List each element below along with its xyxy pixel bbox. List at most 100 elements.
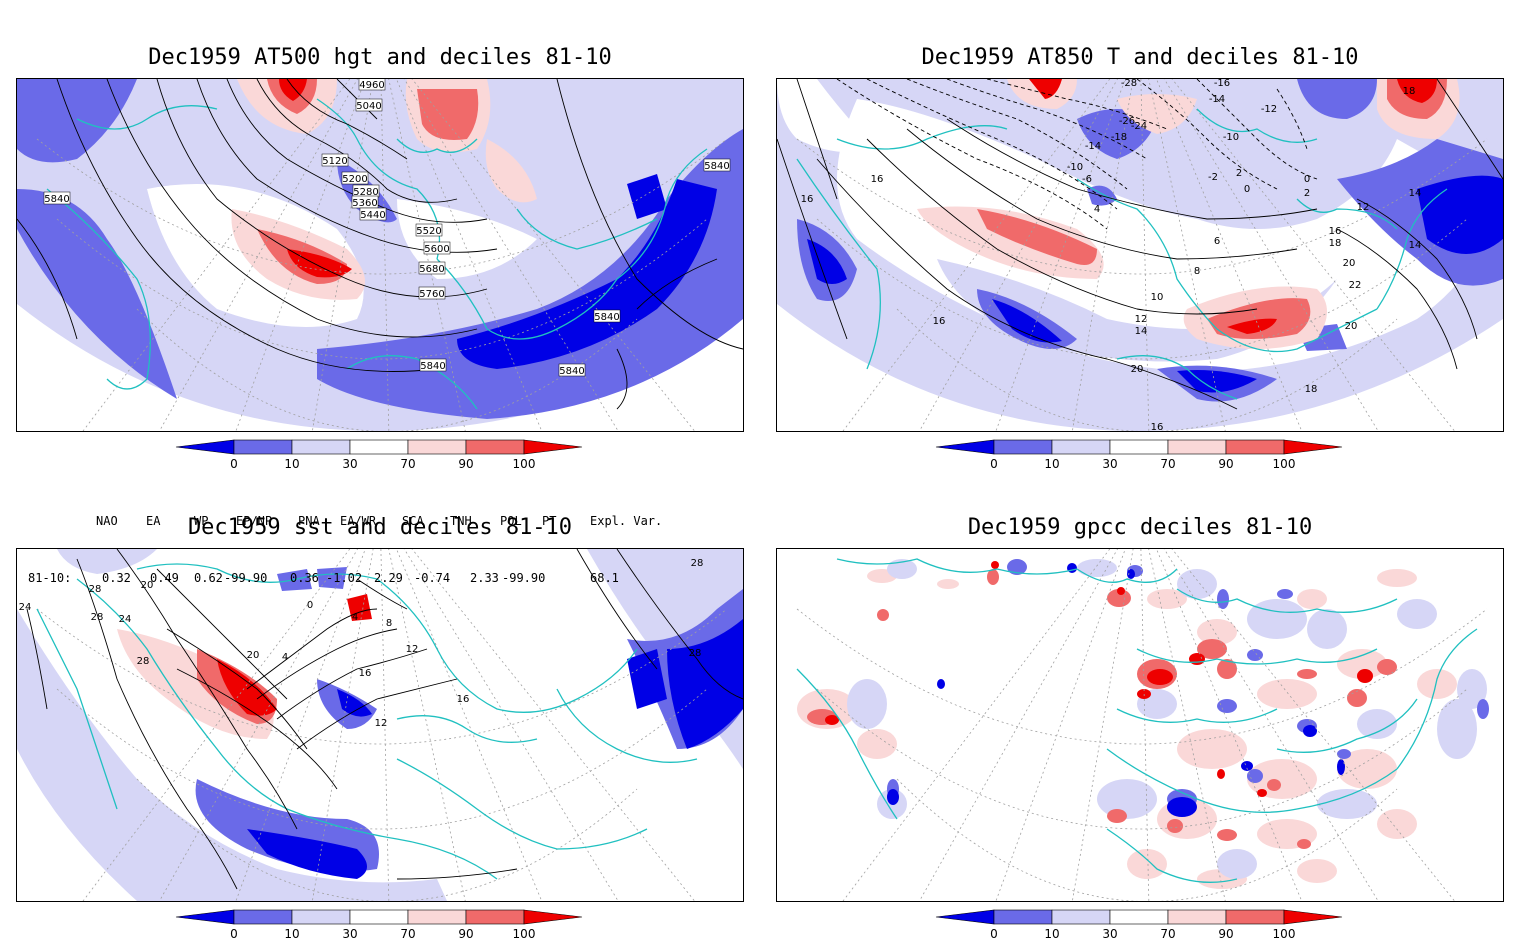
- colorbar-tick-label: 10: [284, 927, 299, 941]
- meridian: [995, 549, 1126, 901]
- colorbar-tick-label: 30: [342, 457, 357, 471]
- precip-decile-patch: [1217, 659, 1237, 679]
- contour-label: 12: [1135, 314, 1148, 325]
- contour-line: [616, 348, 628, 410]
- precip-decile-patch: [1377, 809, 1417, 839]
- index-value: 0.32: [102, 571, 131, 585]
- precip-decile-patch: [1107, 589, 1131, 607]
- contour-label: 28: [137, 656, 150, 667]
- decile-region: [667, 619, 743, 749]
- coastline: [836, 125, 1008, 150]
- index-header: EP/NP: [236, 514, 273, 528]
- graticule: [796, 549, 1488, 901]
- coastline: [616, 148, 708, 280]
- index-value: -99.90: [224, 571, 268, 585]
- contour-label: 2: [1304, 188, 1310, 199]
- decile-region: [1177, 370, 1257, 393]
- precip-decile-patch: [1297, 859, 1337, 883]
- contour-label-box: [415, 223, 443, 237]
- contour-label: 28: [689, 648, 702, 659]
- contour-label-box: [341, 171, 369, 185]
- coastline: [436, 648, 638, 713]
- colorbar-segment: [993, 909, 1053, 925]
- colorbar-arrow-high: [523, 909, 583, 925]
- meridian: [1171, 549, 1456, 901]
- colorbar-tick-label: 90: [1218, 457, 1233, 471]
- precip-decile-patch: [847, 679, 887, 729]
- colorbar-arrow-high: [523, 439, 583, 455]
- meridian: [82, 549, 351, 901]
- contour-line: [226, 79, 488, 223]
- precip-decile-patch: [1337, 759, 1345, 775]
- latitude-circle: [896, 778, 1398, 901]
- decile-region: [317, 567, 347, 589]
- colorbar-tick-label: 70: [1160, 457, 1175, 471]
- contour-label: 16: [1151, 422, 1164, 431]
- index-header: SCA: [402, 514, 424, 528]
- decile-region: [1117, 94, 1197, 134]
- contour-label: 8: [386, 618, 392, 629]
- contour-line: [1136, 79, 1278, 190]
- contour-label: 18: [1329, 238, 1342, 249]
- meridian: [1163, 549, 1379, 901]
- contour-label: 28: [691, 558, 704, 569]
- decile-region: [397, 199, 537, 279]
- colorbar-tick-label: 30: [342, 927, 357, 941]
- precip-decile-patch: [1147, 669, 1173, 685]
- panel-title-gpcc: Dec1959 gpcc deciles 81-10: [967, 515, 1313, 540]
- decile-region: [1297, 79, 1377, 119]
- contour-line: [866, 79, 1118, 210]
- precip-decile-patch: [1197, 639, 1227, 659]
- contour-label: 4: [352, 612, 358, 623]
- contour-label: 0: [307, 600, 313, 611]
- coastline: [1296, 198, 1398, 230]
- contour-label-box: [418, 261, 446, 275]
- colorbar-segment: [1167, 909, 1227, 925]
- coastline: [136, 563, 438, 650]
- contour-label: 14: [1409, 188, 1422, 199]
- colorbar-tick-label: 10: [1044, 457, 1059, 471]
- precip-decile-patch: [1257, 679, 1317, 709]
- coastline: [346, 355, 478, 410]
- decile-region: [977, 209, 1097, 265]
- contour-line: [906, 128, 1298, 260]
- contour-label: 2: [1236, 168, 1242, 179]
- colorbar-tick-label: 0: [230, 927, 238, 941]
- contour-label: 5840: [594, 312, 619, 323]
- contour-label: 5840: [704, 161, 729, 172]
- contour-label: 12: [406, 644, 419, 655]
- colorbar-arrow-high: [1283, 909, 1343, 925]
- decile-region: [287, 249, 352, 278]
- colorbar-arrow-low: [175, 909, 235, 925]
- decile-region: [247, 829, 367, 879]
- index-value: 0.36: [290, 571, 319, 585]
- precip-decile-patch: [937, 579, 959, 589]
- contour-label: 5040: [356, 101, 381, 112]
- latitude-circle: [36, 608, 728, 745]
- meridian: [159, 549, 358, 901]
- coastlines: [796, 558, 1478, 883]
- contour-label: 16: [933, 316, 946, 327]
- decile-region: [627, 649, 667, 709]
- colorbar-tick-label: 0: [990, 457, 998, 471]
- map-gpcc: [776, 548, 1504, 902]
- meridian: [396, 549, 543, 901]
- meridian: [388, 549, 466, 901]
- colorbar-segment: [1109, 439, 1169, 455]
- precip-decile-patch: [1377, 569, 1417, 587]
- coastline: [286, 808, 498, 880]
- contour-label: 4: [282, 652, 288, 663]
- colorbar-tick-label: 70: [400, 457, 415, 471]
- contour-label: -26: [1119, 116, 1135, 127]
- index-value: -0.74: [414, 571, 451, 585]
- index-header: PT: [542, 514, 557, 528]
- decile-region: [1227, 318, 1277, 334]
- colorbar-segment: [993, 439, 1053, 455]
- precip-decile-patch: [1437, 699, 1477, 759]
- contour-label: 16: [457, 694, 470, 705]
- contour-label: 5680: [419, 264, 444, 275]
- contour-line: [1356, 198, 1478, 340]
- contour-label: 6: [1214, 236, 1220, 247]
- precip-decile-patch: [1247, 759, 1317, 799]
